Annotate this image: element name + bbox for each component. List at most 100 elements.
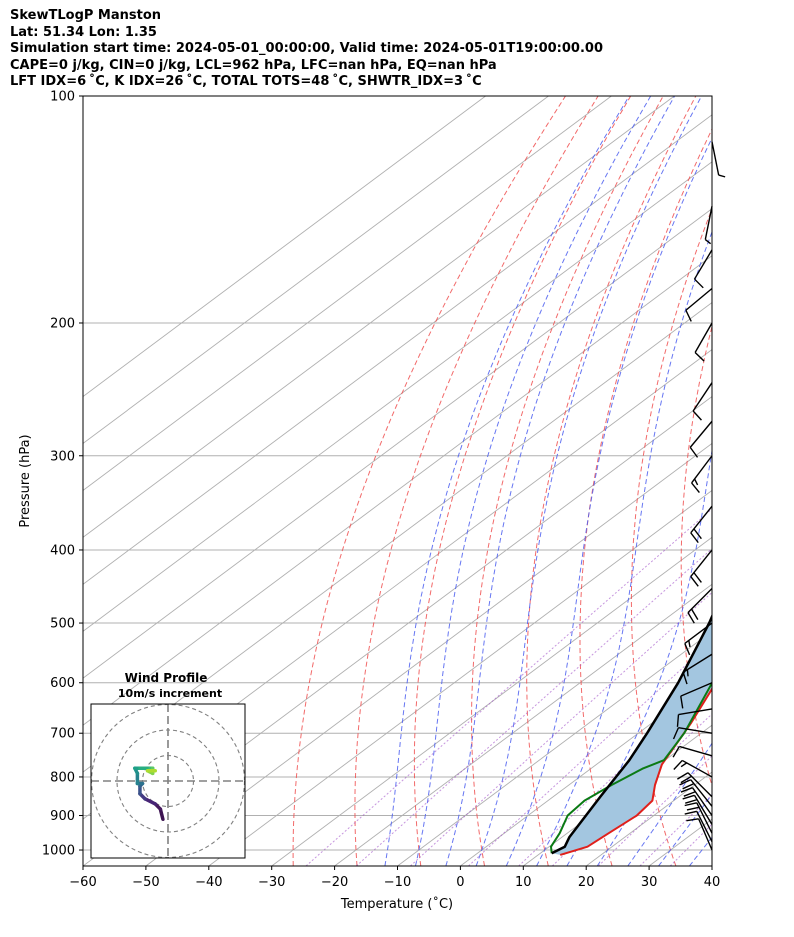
- x-tick-label: 30: [641, 875, 658, 890]
- dry-adiabat: [680, 324, 712, 788]
- moist-adiabat: [505, 136, 712, 866]
- y-tick-label: 500: [50, 617, 75, 632]
- barb-flag: [680, 787, 693, 793]
- wind-barb: [694, 322, 713, 362]
- wind-barb: [691, 455, 713, 494]
- hodograph-segment: [158, 807, 165, 821]
- wind-barb: [690, 549, 713, 587]
- wind-barb: [673, 759, 713, 778]
- isotherm-line: [145, 442, 712, 866]
- barb-flag: [694, 278, 704, 289]
- barb-staff: [693, 249, 713, 280]
- barb-flag: [676, 772, 689, 780]
- barb-staff: [690, 549, 713, 577]
- mixing-ratio-line: [468, 640, 712, 866]
- y-tick-label: 800: [50, 770, 75, 785]
- hodograph-subtitle: 10m/s increment: [118, 687, 222, 700]
- axes-layer: −60 −50 −40 −30 −20 −10 0 10 20 30 40 100 200 300 400 5…: [42, 90, 720, 891]
- barb-staff: [687, 772, 713, 798]
- isotherm-line: [83, 96, 675, 538]
- barb-flag: [684, 810, 697, 815]
- wind-barb: [693, 249, 713, 289]
- barb-flag: [684, 643, 691, 656]
- isotherm-line: [83, 96, 486, 398]
- x-tick-label: −40: [195, 875, 222, 890]
- wind-barb: [676, 708, 713, 727]
- barb-flag: [704, 238, 712, 245]
- barb-flag: [680, 696, 684, 709]
- wind-barb: [704, 206, 713, 245]
- x-tick-label: −60: [69, 875, 96, 890]
- isotherm-line: [334, 583, 712, 866]
- wind-barb: [684, 810, 713, 843]
- location-line: Lat: 51.34 Lon: 1.35: [10, 24, 157, 40]
- hodograph-segment: [143, 797, 157, 806]
- barb-staff: [678, 708, 713, 716]
- barb-staff: [693, 794, 713, 825]
- barb-flag: [684, 802, 697, 807]
- mixing-ratio-line: [518, 683, 712, 866]
- mixing-ratio-line: [410, 591, 712, 866]
- wind-barb: [684, 802, 713, 834]
- x-axis-label: Temperature (˚C): [340, 896, 453, 912]
- barb-flag: [685, 309, 692, 322]
- wind-barbs: [672, 141, 726, 851]
- x-tick-label: 0: [456, 875, 464, 890]
- barb-flag: [686, 669, 689, 677]
- isotherm-line: [83, 208, 712, 679]
- barb-staff: [684, 622, 713, 644]
- barb-staff: [696, 802, 713, 834]
- dry-adiabat: [729, 96, 794, 866]
- barb-flag: [686, 806, 700, 811]
- barb-staff: [679, 745, 713, 757]
- y-tick-label: 100: [50, 90, 75, 105]
- isotherm-line: [83, 96, 612, 491]
- barb-staff: [696, 811, 713, 843]
- parcel-shading: [551, 616, 712, 855]
- barb-flag: [688, 640, 691, 648]
- barb-staff: [697, 818, 713, 851]
- cape-line: CAPE=0 j/kg, CIN=0 j/kg, LCL=962 hPa, LF…: [10, 57, 497, 73]
- time-line: Simulation start time: 2024-05-01_00:00:…: [10, 41, 603, 57]
- barb-staff: [694, 322, 713, 353]
- isotherm-line: [83, 255, 712, 726]
- wind-barb: [684, 622, 713, 656]
- barb-staff: [691, 787, 713, 816]
- moist-adiabat: [689, 836, 712, 866]
- barb-staff: [690, 779, 713, 807]
- y-tick-label: 400: [50, 543, 75, 558]
- isotherm-line: [523, 724, 712, 866]
- dry-adiabat: [526, 96, 697, 866]
- barb-flag: [693, 572, 702, 583]
- isotherm-line: [585, 771, 712, 866]
- barb-flag: [680, 775, 692, 784]
- barb-staff: [681, 759, 713, 778]
- wind-barb: [690, 505, 713, 544]
- isotherm-line: [83, 114, 712, 585]
- dry-adiabat: [630, 207, 712, 866]
- y-tick-label: 1000: [42, 844, 75, 859]
- chart-title: SkewTLogP Manston: [10, 8, 162, 23]
- barb-staff: [711, 141, 720, 176]
- barb-flag: [691, 482, 700, 494]
- isotherm-line: [397, 630, 712, 866]
- dry-adiabat: [413, 96, 632, 866]
- x-tick-label: 20: [578, 875, 595, 890]
- mixing-ratio-line: [305, 508, 712, 866]
- wind-barb: [680, 682, 713, 709]
- barb-flag: [690, 576, 699, 587]
- barb-flag: [718, 174, 726, 178]
- moist-adiabat: [627, 742, 712, 866]
- dry-adiabat: [354, 96, 599, 866]
- dewpoint-line: [550, 681, 712, 854]
- y-tick-label: 200: [50, 316, 75, 331]
- barb-flag: [689, 446, 699, 458]
- moist-adiabat: [566, 447, 712, 866]
- isotherm-line: [83, 395, 712, 866]
- barb-flag: [690, 608, 699, 621]
- moist-adiabat: [445, 96, 676, 866]
- wind-barb: [711, 141, 726, 178]
- wind-barb: [682, 794, 713, 825]
- barb-staff: [678, 726, 713, 734]
- dry-adiabat: [471, 96, 664, 866]
